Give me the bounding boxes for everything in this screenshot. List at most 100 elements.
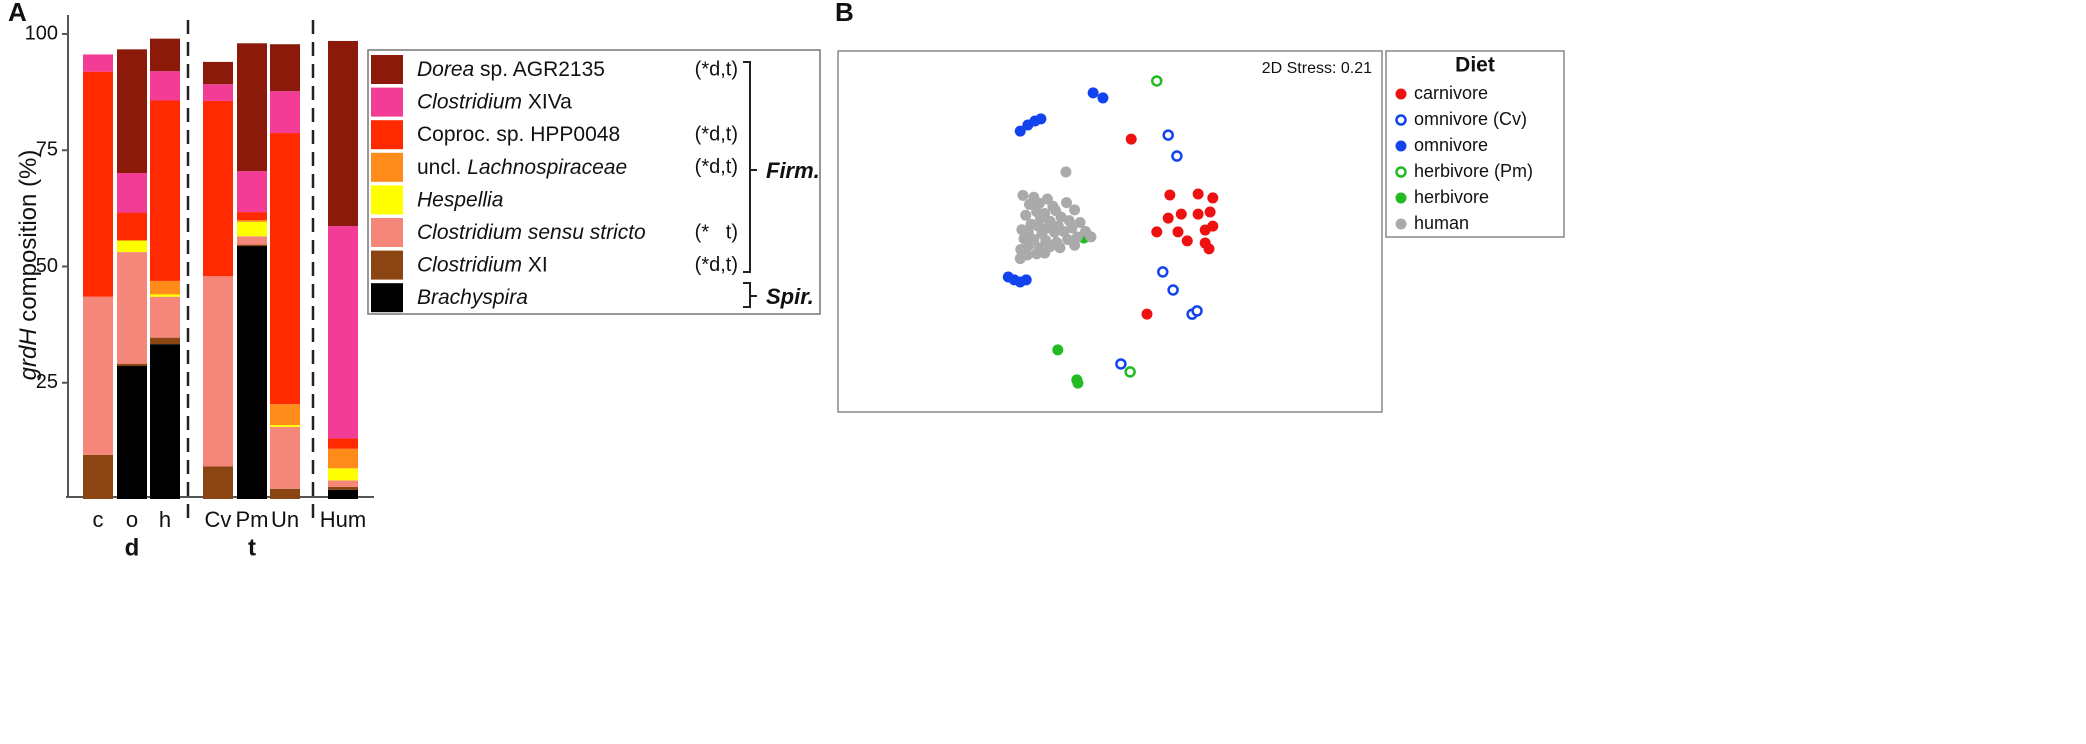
x-tick-label: Un — [271, 507, 299, 532]
point — [1060, 197, 1072, 209]
point — [1017, 189, 1029, 201]
legend-label: Clostridium XI — [417, 253, 548, 276]
bar-segment — [203, 100, 233, 277]
bar-segment — [237, 43, 267, 172]
bar-segment — [150, 280, 180, 295]
point — [1074, 216, 1086, 228]
bar-segment — [150, 337, 180, 345]
point — [1033, 197, 1045, 209]
point — [1207, 220, 1219, 232]
point — [1181, 235, 1193, 247]
point — [1014, 125, 1026, 137]
legend-marker — [1395, 114, 1407, 126]
legend-marker — [1395, 140, 1407, 152]
bar-segment — [203, 84, 233, 101]
bar-segment — [270, 44, 300, 92]
y-tick-label: 50 — [36, 255, 58, 277]
bar-segment — [150, 344, 180, 499]
bar-segment — [117, 173, 147, 213]
legend-label: human — [1414, 213, 1469, 233]
point — [1035, 113, 1047, 125]
bar-segment — [237, 171, 267, 213]
point — [1023, 198, 1035, 210]
bar-segment — [83, 296, 113, 455]
point — [1071, 231, 1083, 243]
bar-segment — [328, 480, 358, 487]
legend-label: Brachyspira — [417, 286, 528, 309]
point — [1151, 226, 1163, 238]
point — [1162, 129, 1174, 141]
point — [1085, 231, 1097, 243]
bar-segment — [328, 226, 358, 439]
point — [1204, 206, 1216, 218]
bar-segment — [203, 276, 233, 467]
bracket-label: Spir. — [766, 284, 814, 309]
legend-label: Dorea sp. AGR2135 — [417, 58, 605, 81]
legend-swatch — [371, 283, 403, 313]
point — [1020, 274, 1032, 286]
legend-label: Hespellia — [417, 188, 503, 211]
legend-swatch — [371, 218, 403, 247]
bar-segment — [117, 49, 147, 174]
point — [1171, 150, 1183, 162]
legend-label: herbivore — [1414, 187, 1489, 207]
y-axis-label: grdH composition (%) — [15, 150, 42, 381]
legend-annotation: (* t) — [695, 221, 738, 243]
bar-segment — [270, 488, 300, 499]
point — [1052, 344, 1064, 356]
legend-label: carnivore — [1414, 83, 1488, 103]
legend-marker — [1395, 218, 1407, 230]
bar-segment — [328, 486, 358, 490]
point — [1141, 308, 1153, 320]
bar-segment — [203, 61, 233, 85]
bar-segment — [150, 296, 180, 338]
point — [1164, 189, 1176, 201]
bar-segment — [237, 246, 267, 499]
legend-box — [1385, 50, 1565, 238]
legend-title: Diet — [1455, 54, 1495, 77]
y-tick-label: 25 — [36, 371, 58, 393]
y-tick-label: 100 — [25, 22, 58, 44]
bar-segment — [117, 363, 147, 367]
legend-swatch — [371, 185, 403, 215]
legend-label: herbivore (Pm) — [1414, 161, 1533, 181]
point — [1175, 208, 1187, 220]
legend-swatch — [371, 152, 403, 182]
bar-segment — [117, 366, 147, 499]
x-tick-label: c — [93, 507, 104, 532]
point — [1097, 92, 1109, 104]
plot-frame — [837, 50, 1383, 413]
point — [1207, 192, 1219, 204]
legend-label: uncl. Lachnospiraceae — [417, 155, 627, 178]
bar-segment — [150, 71, 180, 101]
bar-segment — [237, 221, 267, 237]
point — [1203, 243, 1215, 255]
x-tick-label: Pm — [236, 507, 269, 532]
bar-segment — [328, 40, 358, 227]
legend-box — [367, 49, 821, 315]
bar-segment — [83, 454, 113, 499]
bar-segment — [237, 236, 267, 245]
point — [1031, 248, 1043, 260]
legend-marker — [1395, 192, 1407, 204]
point — [1054, 242, 1066, 254]
legend-swatch — [371, 120, 403, 150]
point — [1020, 209, 1032, 221]
point — [1125, 133, 1137, 145]
x-tick-label: Cv — [205, 507, 232, 532]
point — [1191, 305, 1203, 317]
bar-segment — [270, 133, 300, 405]
bar-segment — [203, 466, 233, 499]
bar-segment — [270, 425, 300, 427]
bar-segment — [150, 38, 180, 72]
bar-segment — [328, 489, 358, 499]
legend-annotation: (*d,t) — [695, 254, 738, 276]
group-label: d — [125, 534, 140, 561]
legend-annotation: (*d,t) — [695, 156, 738, 178]
point — [1072, 377, 1084, 389]
bar-segment — [328, 448, 358, 469]
panel-label: B — [835, 0, 854, 27]
legend-swatch — [371, 250, 403, 280]
bar-segment — [117, 240, 147, 253]
